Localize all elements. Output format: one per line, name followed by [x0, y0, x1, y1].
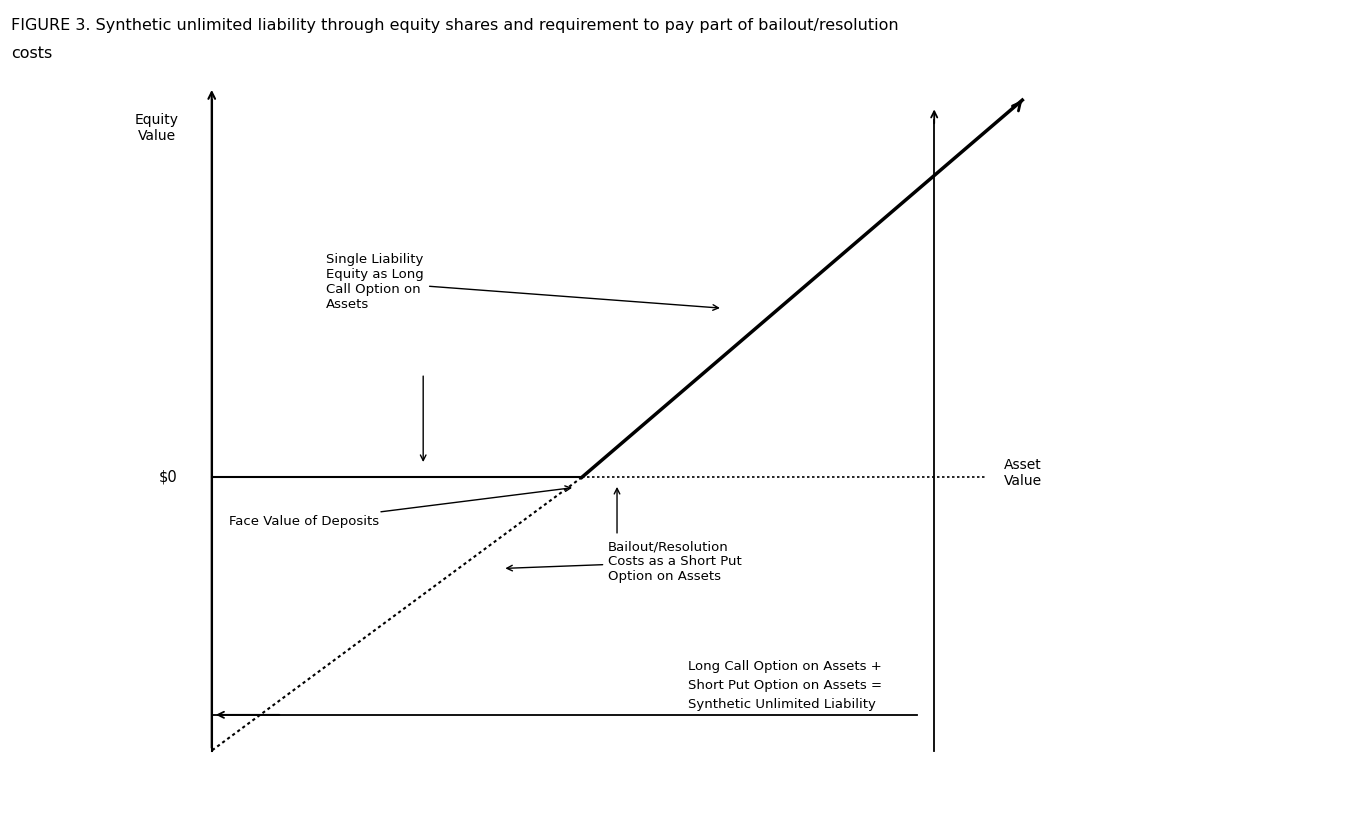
Text: Asset
Value: Asset Value [1004, 458, 1042, 489]
Text: Bailout/Resolution
Costs as a Short Put
Option on Assets: Bailout/Resolution Costs as a Short Put … [507, 540, 742, 584]
Text: Single Liability
Equity as Long
Call Option on
Assets: Single Liability Equity as Long Call Opt… [326, 254, 719, 311]
Text: Face Value of Deposits: Face Value of Deposits [229, 486, 571, 528]
Text: $0: $0 [158, 470, 178, 485]
Text: Long Call Option on Assets +
Short Put Option on Assets =
Synthetic Unlimited Li: Long Call Option on Assets + Short Put O… [687, 660, 881, 711]
Text: costs: costs [11, 46, 52, 61]
Text: FIGURE 3. Synthetic unlimited liability through equity shares and requirement to: FIGURE 3. Synthetic unlimited liability … [11, 18, 899, 33]
Text: Equity
Value: Equity Value [135, 113, 179, 143]
